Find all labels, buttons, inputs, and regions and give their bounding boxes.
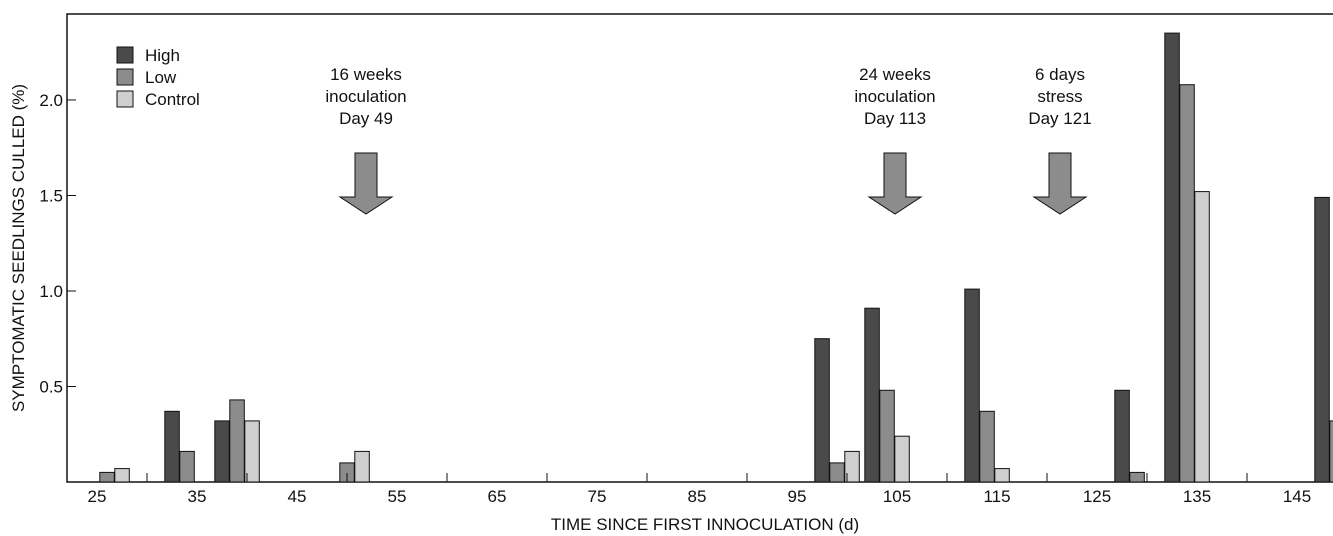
bar-control-104 [894,435,910,483]
legend-swatch-control [116,90,134,108]
down-arrow-icon [867,152,923,215]
bar-low-104 [879,389,895,483]
x-tick-label: 55 [388,487,407,506]
y-axis-title: SYMPTOMATIC SEEDLINGS CULLED (%) [9,84,28,412]
bar-high-129 [1114,389,1130,483]
bar-control-134 [1194,191,1210,483]
annotation-text: Day 49 [339,109,393,128]
x-tick-label: 45 [288,487,307,506]
down-arrow-icon [338,152,394,215]
bar-low-39 [229,399,245,483]
plot-frame [66,13,1333,483]
legend-swatch-high [116,46,134,64]
x-tick-label: 75 [588,487,607,506]
annotation-text: inoculation [854,87,935,106]
legend-label-high: High [145,46,180,65]
annotations-layer: 16 weeks inoculation Day 49 24 weeks inocula… [325,65,1092,215]
annotation-text: Day 113 [864,109,926,128]
bar-high-34 [164,410,180,483]
bar-control-114 [994,468,1010,483]
bar-high-39 [214,420,230,483]
legend: High Low Control [116,46,200,109]
bar-high-104 [864,307,880,483]
bar-high-99 [814,338,830,483]
legend-label-control: Control [145,90,200,109]
bar-low-99 [829,462,845,483]
x-tick-label: 135 [1183,487,1211,506]
y-tick-label: 1.5 [39,186,63,205]
ticks-layer: 25 35 45 55 65 75 85 95 105 115 125 135 145 0.5 1.0 1.5… [39,91,1311,506]
y-tick-label: 1.0 [39,282,63,301]
bars-layer [99,32,1333,483]
annotation-text: Day 121 [1028,109,1091,128]
annotation-text: 16 weeks [330,65,402,84]
bar-low-114 [979,410,995,483]
x-tick-label: 35 [188,487,207,506]
annotation-text: stress [1037,87,1082,106]
bar-control-26 [114,468,130,483]
bar-low-134 [1179,84,1195,483]
x-tick-label: 145 [1283,487,1311,506]
x-tick-label: 125 [1083,487,1111,506]
bar-control-39 [244,420,260,483]
bar-high-114 [964,288,980,483]
bar-control-50 [354,450,370,483]
x-tick-label: 105 [883,487,911,506]
y-tick-label: 2.0 [39,91,63,110]
x-tick-label: 65 [488,487,507,506]
annotation-text: 24 weeks [859,65,931,84]
bar-control-99 [844,450,860,483]
annotation-text: inoculation [325,87,406,106]
annotation-text: 6 days [1035,65,1085,84]
bar-low-149 [1329,420,1333,483]
bar-low-129 [1129,471,1145,483]
x-axis-title: TIME SINCE FIRST INNOCULATION (d) [551,515,859,534]
bar-high-134 [1164,32,1180,483]
x-tick-label: 85 [688,487,707,506]
legend-label-low: Low [145,68,177,87]
x-tick-label: 25 [88,487,107,506]
y-tick-label: 0.5 [39,377,63,396]
down-arrow-icon [1032,152,1088,215]
bar-low-26 [99,471,115,483]
x-tick-label: 95 [788,487,807,506]
legend-swatch-low [116,68,134,86]
bar-low-34 [179,450,195,483]
x-tick-label: 115 [983,487,1010,506]
bar-high-149 [1314,196,1330,483]
